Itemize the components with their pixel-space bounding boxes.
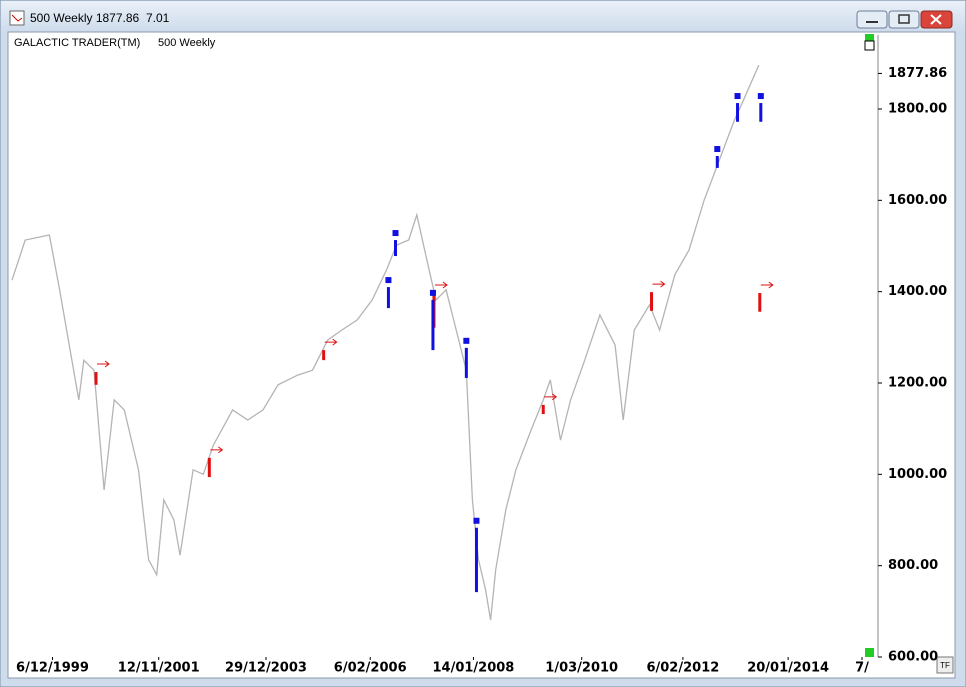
signal-marker [714, 146, 721, 153]
x-tick-label: 6/12/1999 [16, 661, 89, 676]
y-tick-label: 800.00 [888, 558, 938, 573]
window-title: 500 Weekly 1877.86 [30, 11, 140, 25]
pane-toggle[interactable] [864, 40, 875, 51]
signal-arrow [760, 281, 774, 289]
y-tick-label: 1800.00 [888, 101, 947, 116]
signal-marker [385, 277, 392, 284]
window-info: 7.01 [146, 11, 170, 25]
status-indicator [865, 34, 874, 43]
app-icon-glyph [11, 14, 23, 22]
chart-subtitle: 500 Weekly [158, 37, 216, 49]
x-tick-label: 6/02/2012 [646, 661, 719, 676]
x-tick-label: 29/12/2003 [225, 661, 307, 676]
signal-arrow [324, 338, 338, 346]
x-tick-label: 12/11/2001 [118, 661, 200, 676]
x-tick-label: 20/01/2014 [747, 661, 829, 676]
last-price-label: 1877.86 [888, 66, 947, 81]
signal-arrow [652, 280, 666, 288]
chart-title: GALACTIC TRADER(TM) [14, 37, 140, 49]
title-bar [1, 1, 965, 31]
y-tick-label: 1000.00 [888, 467, 947, 482]
chart-area [7, 31, 956, 679]
signal-arrow [96, 360, 110, 368]
signal-marker [734, 93, 741, 100]
tf-button[interactable] [936, 656, 954, 674]
minimize-button[interactable] [856, 10, 888, 29]
signal-arrow [434, 281, 448, 289]
y-tick-label: 1600.00 [888, 193, 947, 208]
maximize-button[interactable] [888, 10, 920, 29]
y-tick-label: 1200.00 [888, 375, 947, 390]
maximize-glyph [898, 14, 910, 24]
y-tick-label: 600.00 [888, 650, 938, 665]
close-glyph [930, 14, 942, 25]
y-tick-label: 1400.00 [888, 284, 947, 299]
x-tick-label: 14/01/2008 [432, 661, 514, 676]
signal-marker [473, 517, 480, 524]
price-line [11, 64, 760, 621]
status-indicator [865, 648, 874, 657]
signal-marker [429, 289, 436, 296]
x-tick-label: 7/ [855, 661, 869, 676]
signal-marker [463, 337, 470, 344]
tf-label: TF [940, 661, 950, 670]
signal-marker [757, 93, 764, 100]
app-icon[interactable] [9, 10, 25, 26]
x-tick-label: 6/02/2006 [334, 661, 407, 676]
signal-marker [392, 230, 399, 237]
signal-arrow [544, 393, 558, 401]
x-tick-label: 1/03/2010 [545, 661, 618, 676]
signal-arrow [210, 446, 224, 454]
